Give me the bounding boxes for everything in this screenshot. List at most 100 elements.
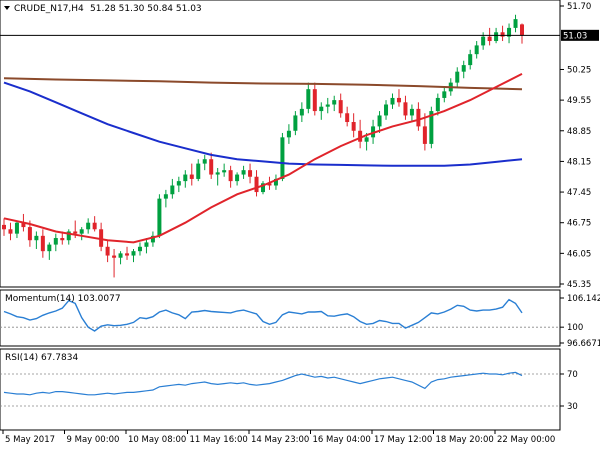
rsi-label: RSI(14) 67.7834 — [5, 353, 78, 363]
current-price-value: 51.03 — [563, 31, 587, 41]
candle — [442, 86, 447, 103]
candle — [215, 167, 220, 186]
candle-body — [306, 89, 311, 109]
candle — [261, 181, 265, 195]
candle-body — [286, 130, 291, 138]
dropdown-arrow-icon[interactable] — [4, 6, 10, 10]
candle-body — [47, 244, 52, 252]
candle-body — [273, 178, 278, 186]
price-tick-label: 50.25 — [567, 65, 591, 75]
candle — [345, 106, 350, 127]
candle-body — [189, 174, 194, 179]
candle — [241, 165, 246, 179]
candle — [455, 67, 460, 87]
candle — [176, 176, 181, 193]
candle — [60, 231, 65, 245]
candle — [384, 100, 389, 120]
candle-body — [494, 32, 499, 42]
candle — [170, 178, 175, 199]
candle-body — [455, 71, 460, 83]
candle — [125, 246, 130, 260]
candle — [325, 97, 330, 114]
candle-body — [371, 126, 376, 138]
time-axis: 5 May 2017 9 May 00:00 10 May 08:00 11 May … — [2, 430, 555, 445]
price-tick-label: 46.05 — [567, 249, 591, 259]
candle — [157, 194, 162, 239]
momentum-tick-label: 96.6671 — [567, 339, 600, 349]
candle-body — [261, 183, 265, 193]
candle — [312, 82, 317, 116]
candle — [196, 159, 201, 182]
candle — [338, 93, 343, 118]
candle — [150, 231, 155, 247]
candle-body — [241, 170, 246, 175]
candle-body — [481, 36, 486, 46]
candle-body — [202, 159, 207, 164]
time-tick-label: 11 May 16:00 — [190, 435, 248, 445]
candle-body — [442, 91, 447, 98]
candle — [500, 25, 505, 42]
candle-body — [435, 97, 440, 112]
candle-body — [312, 89, 317, 112]
sma200-line — [3, 77, 523, 91]
sma-lines-layer — [3, 73, 523, 244]
candle-body — [364, 137, 369, 142]
candle — [34, 231, 39, 249]
candle — [222, 163, 227, 177]
time-tick-label: 14 May 23:00 — [251, 435, 309, 445]
time-tick-label: 10 May 08:00 — [128, 435, 186, 445]
time-tick-label: 16 May 04:00 — [313, 435, 371, 445]
candle-body — [125, 253, 130, 256]
candle — [254, 170, 259, 197]
candle-body — [73, 231, 78, 234]
candle-body — [332, 100, 337, 105]
candle-body — [235, 174, 240, 182]
candle-body — [345, 113, 350, 123]
candle-body — [53, 238, 58, 245]
candle-body — [105, 246, 110, 256]
price-candles-layer — [2, 14, 524, 278]
sma20-line — [3, 73, 523, 244]
candle-body — [27, 227, 32, 241]
candle-body — [196, 163, 201, 179]
candle-body — [99, 229, 104, 247]
candle-body — [248, 170, 253, 177]
rsi-tick-label: 30 — [567, 402, 578, 412]
candle — [14, 220, 19, 239]
candle-body — [487, 36, 492, 42]
candle-body — [254, 176, 259, 193]
candle — [358, 119, 363, 149]
candle-body — [66, 231, 71, 241]
time-tick-label: 5 May 2017 — [5, 435, 55, 445]
momentum-axis: 106.142 100 96.6671 — [560, 294, 600, 349]
rsi-panel: RSI(14) 67.7834 — [0, 348, 561, 431]
candle-body — [461, 65, 466, 72]
candle — [461, 60, 466, 79]
candle-body — [8, 229, 13, 234]
candle — [474, 41, 479, 59]
candle-body — [215, 172, 220, 175]
candle-body — [267, 183, 272, 186]
candle-body — [118, 253, 123, 258]
candle — [86, 218, 91, 234]
candle-body — [144, 242, 149, 247]
candle — [429, 106, 434, 149]
candle — [144, 238, 149, 254]
candle — [189, 163, 194, 186]
candle-body — [280, 137, 285, 179]
candle-body — [2, 224, 6, 230]
candle-body — [299, 108, 304, 116]
price-axis: 51.70 50.25 49.55 48.85 48.15 47.45 46.75 46.05… — [560, 2, 591, 290]
candle-body — [176, 181, 181, 186]
time-tick-label: 9 May 00:00 — [67, 435, 120, 445]
candle — [507, 23, 512, 44]
candle — [112, 248, 117, 278]
candle-body — [60, 238, 65, 241]
candle — [53, 233, 58, 252]
candle-body — [319, 106, 324, 112]
candle — [293, 111, 298, 136]
candle — [487, 27, 492, 46]
momentum-tick-label: 106.142 — [567, 294, 600, 304]
candle-body — [384, 104, 389, 116]
sma100-line — [3, 81, 523, 167]
